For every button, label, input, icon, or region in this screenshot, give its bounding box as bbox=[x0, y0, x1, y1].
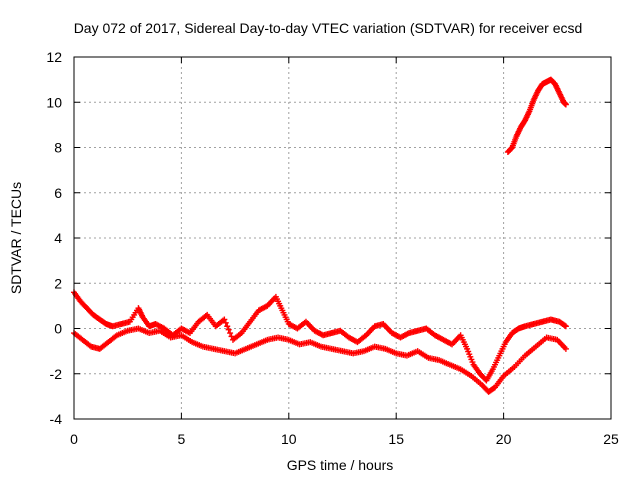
ticks-layer: 0 5 10 15 20 25 -4 -2 0 2 4 6 8 10 12 bbox=[46, 49, 619, 447]
series-lower bbox=[71, 325, 569, 395]
data-point bbox=[562, 345, 569, 352]
data-point bbox=[225, 326, 232, 333]
y-tick-label: 0 bbox=[54, 321, 62, 337]
y-tick-label: 4 bbox=[54, 230, 62, 246]
x-axis-label: GPS time / hours bbox=[287, 457, 394, 473]
x-tick-label: 15 bbox=[388, 431, 404, 447]
data-point bbox=[224, 323, 231, 330]
y-tick-label: 8 bbox=[54, 140, 62, 156]
series-main bbox=[71, 289, 569, 384]
data-point bbox=[222, 319, 229, 326]
y-tick-label: 6 bbox=[54, 185, 62, 201]
x-tick-label: 0 bbox=[70, 431, 78, 447]
data-point bbox=[561, 322, 568, 329]
data-point bbox=[227, 330, 234, 337]
y-tick-label: 12 bbox=[46, 49, 62, 65]
data-point bbox=[562, 101, 569, 108]
chart-title: Day 072 of 2017, Sidereal Day-to-day VTE… bbox=[74, 20, 583, 36]
grid-layer bbox=[74, 57, 611, 419]
y-tick-label: -2 bbox=[50, 366, 63, 382]
points-layer bbox=[71, 76, 569, 395]
data-point bbox=[221, 316, 228, 323]
y-tick-label: 10 bbox=[46, 94, 62, 110]
x-tick-label: 20 bbox=[496, 431, 512, 447]
y-tick-label: 2 bbox=[54, 275, 62, 291]
y-axis-label: SDTVAR / TECUs bbox=[8, 182, 24, 294]
data-point bbox=[562, 323, 569, 330]
series-upper bbox=[504, 76, 569, 156]
x-tick-label: 10 bbox=[281, 431, 297, 447]
y-tick-label: -4 bbox=[50, 411, 63, 427]
x-tick-label: 25 bbox=[603, 431, 619, 447]
x-tick-label: 5 bbox=[178, 431, 186, 447]
